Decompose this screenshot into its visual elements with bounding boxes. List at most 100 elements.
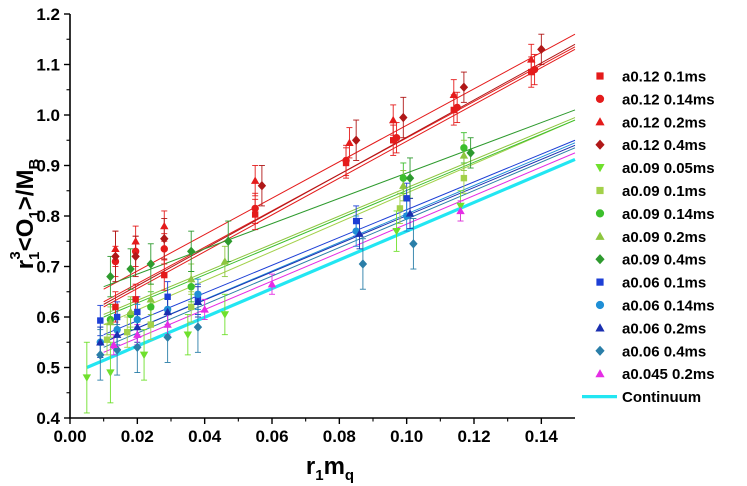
data-point — [224, 236, 233, 246]
legend-marker-8 — [595, 254, 605, 265]
axes — [69, 14, 575, 419]
data-point — [109, 340, 118, 348]
x-tick-label: 0.06 — [255, 427, 288, 446]
legend-label-10: a0.06 0.14ms — [622, 298, 715, 315]
legend-label-9: a0.06 0.1ms — [622, 275, 706, 292]
data-point — [132, 296, 139, 303]
data-point — [124, 328, 131, 336]
data-point — [396, 205, 404, 212]
data-point — [187, 274, 196, 283]
data-point — [163, 320, 172, 328]
data-point — [390, 137, 397, 144]
fit-line-5 — [103, 119, 576, 326]
data-point — [106, 317, 115, 326]
x-tick-label: 0.02 — [121, 427, 154, 446]
data-point — [134, 308, 141, 316]
data-point — [82, 374, 92, 382]
data-point — [409, 239, 418, 249]
y-label-b-sub: 1 — [26, 210, 43, 218]
data-point — [131, 247, 140, 256]
data-point — [187, 246, 196, 257]
legend-label-8: a0.09 0.4ms — [622, 252, 706, 269]
data-point — [133, 330, 142, 338]
fit-line-12 — [103, 147, 576, 348]
legend-marker-11 — [595, 323, 605, 332]
fit-line-0 — [103, 48, 576, 308]
y-tick-label: 1.1 — [36, 56, 60, 75]
x-tick-label: 0.10 — [390, 427, 423, 446]
data-point — [111, 257, 120, 266]
data-point — [250, 176, 260, 184]
data-point — [459, 151, 469, 159]
data-point — [405, 173, 415, 183]
data-point — [355, 229, 364, 237]
data-point — [399, 112, 408, 123]
data-point — [163, 307, 172, 316]
x-tick-label: 0.00 — [53, 427, 86, 446]
data-point — [450, 106, 457, 114]
legend-label-4: a0.09 0.05ms — [622, 160, 715, 177]
legend-label-1: a0.12 0.14ms — [622, 91, 715, 108]
y-label-b: <O — [12, 219, 39, 252]
x-label-sub1: 1 — [315, 467, 323, 484]
y-label-a: r — [12, 260, 39, 269]
legend-label-11: a0.06 0.2ms — [622, 320, 706, 337]
legend-label-3: a0.12 0.4ms — [622, 137, 706, 154]
fit-line-2 — [103, 33, 576, 290]
y-tick-label: 0.4 — [36, 409, 60, 428]
legend-marker-10 — [595, 300, 605, 310]
y-label-c-sub: B — [26, 159, 43, 170]
legend-marker-2 — [595, 117, 605, 126]
data-point — [146, 295, 155, 303]
data-point — [342, 156, 350, 165]
data-point — [399, 181, 408, 189]
data-point — [111, 244, 120, 253]
data-point — [193, 297, 203, 306]
data-point — [133, 342, 142, 352]
legend-label-0: a0.12 0.1ms — [622, 69, 706, 86]
legend-marker-12 — [595, 345, 605, 356]
y-tick-label: 0.6 — [36, 308, 60, 327]
legend-label-5: a0.09 0.1ms — [622, 183, 706, 200]
legend-label-13: a0.045 0.2ms — [622, 366, 715, 383]
data-point — [187, 283, 195, 291]
data-point — [133, 315, 142, 324]
data-point — [351, 135, 361, 145]
data-point — [220, 257, 230, 265]
data-point — [460, 174, 468, 182]
data-point — [453, 103, 461, 112]
data-point — [392, 227, 401, 236]
data-point — [126, 307, 135, 316]
data-point — [194, 290, 202, 298]
legend-label-7: a0.09 0.2ms — [622, 229, 706, 246]
y-label-c: >/M — [12, 170, 39, 211]
data-point — [530, 65, 539, 74]
data-point — [112, 303, 119, 311]
legend-marker-13 — [595, 369, 605, 378]
data-point — [160, 221, 169, 230]
data-point — [146, 259, 155, 269]
fit-line-11 — [103, 144, 576, 343]
y-label-a-sub: 1 — [26, 252, 43, 260]
fit-line-9 — [103, 139, 576, 336]
data-point — [456, 202, 465, 211]
x-tick-label: 0.08 — [323, 427, 356, 446]
data-point — [528, 68, 535, 76]
data-point — [164, 293, 171, 300]
y-tick-label: 0.7 — [36, 258, 60, 277]
legend-marker-5 — [596, 186, 604, 195]
data-point — [193, 322, 203, 332]
y-tick-label: 0.5 — [36, 359, 60, 378]
data-point — [537, 44, 546, 55]
data-point — [96, 350, 105, 360]
y-tick-label: 1.2 — [36, 5, 60, 24]
data-point — [352, 217, 360, 225]
fit-line-13 — [103, 152, 576, 353]
fit-line-8 — [103, 109, 576, 288]
legend-label-12: a0.06 0.4ms — [622, 343, 706, 360]
fit-line-3 — [103, 43, 576, 305]
data-point — [399, 174, 407, 182]
x-label-main2: m — [324, 453, 345, 480]
data-point — [131, 237, 140, 245]
data-point — [113, 313, 121, 321]
